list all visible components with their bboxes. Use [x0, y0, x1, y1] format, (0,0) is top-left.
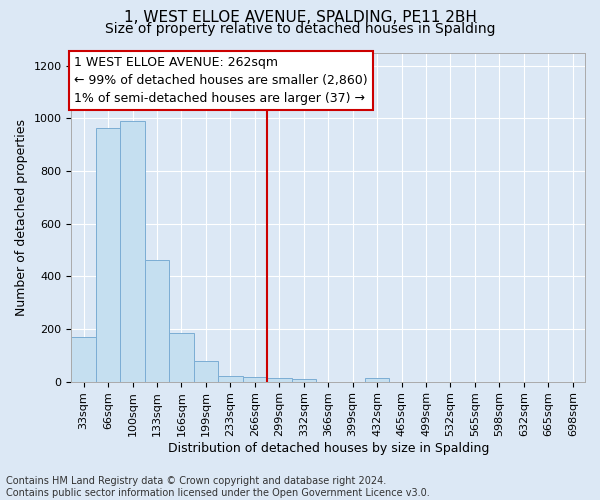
Bar: [96, 128, 121, 382]
Bar: [218, 376, 242, 382]
X-axis label: Distribution of detached houses by size in Spalding: Distribution of detached houses by size …: [167, 442, 489, 455]
Bar: [194, 360, 218, 382]
Bar: [169, 333, 194, 382]
Bar: [145, 260, 169, 382]
Y-axis label: Number of detached properties: Number of detached properties: [15, 118, 28, 316]
Text: 1, WEST ELLOE AVENUE, SPALDING, PE11 2BH: 1, WEST ELLOE AVENUE, SPALDING, PE11 2BH: [124, 10, 476, 25]
Text: Size of property relative to detached houses in Spalding: Size of property relative to detached ho…: [105, 22, 495, 36]
Bar: [121, 121, 145, 382]
Bar: [71, 337, 96, 382]
Text: 1 WEST ELLOE AVENUE: 262sqm
← 99% of detached houses are smaller (2,860)
1% of s: 1 WEST ELLOE AVENUE: 262sqm ← 99% of det…: [74, 56, 368, 105]
Bar: [365, 378, 389, 382]
Bar: [267, 378, 292, 382]
Bar: [242, 377, 267, 382]
Text: Contains HM Land Registry data © Crown copyright and database right 2024.
Contai: Contains HM Land Registry data © Crown c…: [6, 476, 430, 498]
Bar: [292, 380, 316, 382]
